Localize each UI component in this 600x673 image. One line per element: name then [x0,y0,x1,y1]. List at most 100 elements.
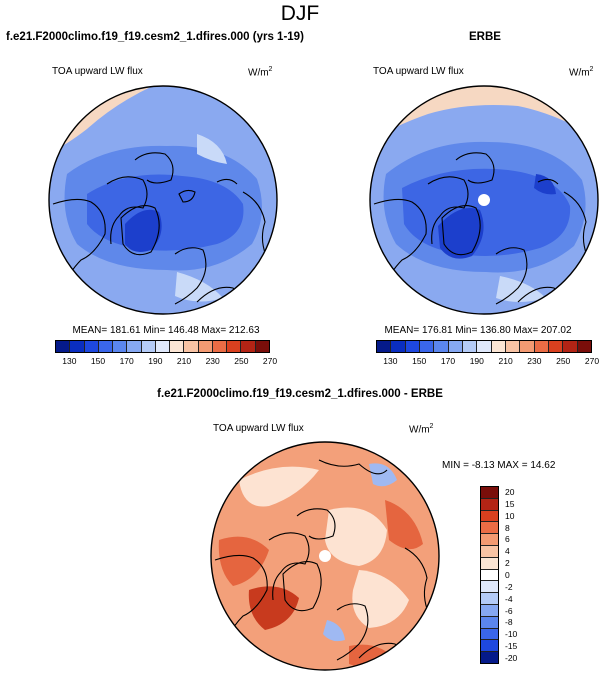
diff-colorbar-swatch [481,640,498,653]
model-colorbar-swatch [84,341,99,352]
diff-strong-region-east [385,500,423,550]
obs-colorbar-tick-label: 230 [527,356,542,366]
diff-units-text: W/m [409,424,430,436]
diff-pale-region-nw [239,466,319,507]
obs-panel-title: ERBE [469,31,501,43]
model-colorbar-swatch [241,341,256,352]
diff-colorbar-tick-label: 20 [505,486,515,497]
obs-colorbar-swatch [434,341,449,352]
diff-colorbar-tick-label: 6 [505,534,510,545]
obs-colorbar-swatch [505,341,521,352]
diff-map-border [210,441,440,671]
model-minimum-region [125,209,162,252]
diff-stats: MIN = -8.13 MAX = 14.62 [442,460,556,471]
obs-polar-map [369,85,599,315]
diff-variable-label: TOA upward LW flux [213,423,304,434]
model-light-patch-south [175,272,223,302]
model-colorbar-swatch [184,341,199,352]
diff-colorbar-swatch [481,593,498,605]
diff-colorbar-tick-label: -10 [505,629,518,640]
diff-polar-map [210,441,440,671]
diff-colorbar-tick-label: -4 [505,593,513,604]
diff-colorbar-swatch [481,545,498,558]
obs-colorbar-swatch [448,341,463,352]
model-colorbar-swatch [198,341,213,352]
obs-map-border [369,85,599,315]
diff-colorbar-swatch [481,487,498,499]
diff-colorbar-swatch [481,557,498,570]
obs-units-label: W/m2 [569,66,593,78]
obs-pole-missing-marker [478,194,490,206]
diff-pale-region-east [352,570,409,628]
model-colorbar-tick-label: 250 [234,356,249,366]
diff-colorbar-tick-label: 10 [505,510,515,521]
model-colorbar-swatch [155,341,171,352]
model-light-patch [197,134,227,164]
model-units-text: W/m [248,67,269,79]
diff-max-region [248,586,299,630]
diff-negative-region-south [323,620,345,642]
obs-light-patch-south [496,276,546,302]
diff-colorbar-swatch [481,522,498,535]
diff-colorbar-tick-label: 4 [505,546,510,557]
diff-colorbar-swatch [481,534,498,546]
obs-colorbar-tick-label: 150 [412,356,427,366]
model-colorbar-swatch [113,341,128,352]
obs-coastlines [373,152,589,314]
obs-colorbar-swatch [405,341,420,352]
diff-pale-region-center [325,507,387,566]
obs-colorbar-swatch [577,341,591,352]
model-colorbar [55,340,270,353]
model-colorbar-swatch [141,341,156,352]
obs-colorbar-tick-label: 170 [440,356,456,366]
obs-variable-label: TOA upward LW flux [373,66,464,77]
diff-units-label: W/m2 [409,423,433,435]
obs-colorbar-swatch [462,341,478,352]
model-colorbar-swatch [170,341,185,352]
figure-title: DJF [280,2,320,25]
obs-colorbar-swatch [391,341,406,352]
model-colorbar-tick-label: 150 [90,356,106,366]
obs-colorbar-tick-label: 130 [383,356,398,366]
model-colorbar-tick-label: 190 [148,356,163,366]
obs-colorbar-swatch [491,341,506,352]
model-polar-map [48,85,278,315]
diff-panel-title: f.e21.F2000climo.f19_f19.cesm2_1.dfires.… [157,388,443,400]
diff-colorbar-tick-label: 15 [505,498,515,509]
obs-colorbar-swatch [520,341,535,352]
obs-colorbar-swatch [377,341,392,352]
diff-colorbar-tick-label: -8 [505,617,513,628]
model-colorbar-swatch [127,341,142,352]
diff-pole-missing-marker [319,550,331,562]
obs-colorbar-tick-label: 190 [469,356,484,366]
model-colorbar-swatch [212,341,228,352]
model-colorbar-swatch [98,341,114,352]
obs-colorbar-swatch [548,341,564,352]
diff-colorbar-tick-label: 0 [505,569,510,580]
model-colorbar-tick-label: 230 [205,356,220,366]
model-map-border [48,85,278,315]
model-colorbar-swatch [227,341,242,352]
obs-colorbar-swatch [419,341,435,352]
diff-colorbar-tick-label: -2 [505,581,513,592]
model-panel-title: f.e21.F2000climo.f19_f19.cesm2_1.dfires.… [6,31,304,43]
obs-minimum-region-east [534,174,556,195]
diff-colorbar-swatch [481,628,498,641]
obs-colorbar-swatch [534,341,549,352]
model-colorbar-tick-label: 170 [119,356,134,366]
diff-colorbar-tick-label: 2 [505,558,510,569]
diff-colorbar-swatch [481,581,498,594]
diff-colorbar-swatch [481,604,498,617]
model-colorbar-swatch [255,341,269,352]
diff-colorbar-tick-label: -20 [505,652,518,663]
obs-units-text: W/m [569,67,590,79]
model-colorbar-tick-label: 210 [176,356,192,366]
diff-colorbar-tick-label: 8 [505,522,510,533]
diff-colorbar-swatch [481,652,498,663]
model-units-label: W/m2 [248,66,272,78]
obs-colorbar-swatch [563,341,578,352]
obs-colorbar-tick-label: 250 [556,356,571,366]
model-colorbar-tick-label: 270 [262,356,278,366]
diff-units-exp: 2 [429,423,434,430]
model-variable-label: TOA upward LW flux [52,66,143,77]
